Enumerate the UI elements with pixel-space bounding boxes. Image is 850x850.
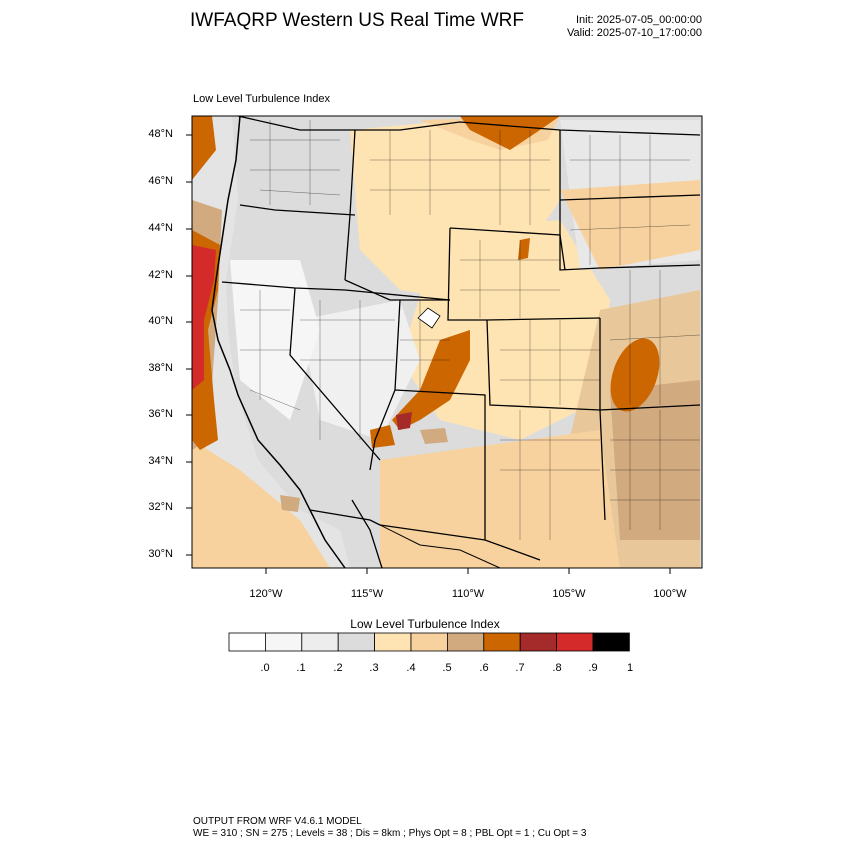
colorbar-swatch — [228, 632, 266, 652]
valid-time: Valid: 2025-07-10_17:00:00 — [567, 27, 702, 39]
colorbar-swatch — [410, 632, 448, 652]
lat-label: 48°N — [148, 128, 173, 140]
colorbar-swatch — [374, 632, 412, 652]
lat-label: 40°N — [148, 315, 173, 327]
plot-title: Low Level Turbulence Index — [193, 93, 330, 105]
coastline — [211, 115, 346, 569]
colorbar-swatch — [592, 632, 630, 652]
colorbar-tick: .4 — [406, 662, 416, 674]
lat-label: 42°N — [148, 269, 173, 281]
colorbar-swatch — [446, 632, 485, 652]
lon-label: 110°W — [451, 588, 485, 600]
lon-label: 120°W — [249, 588, 283, 600]
lat-label: 46°N — [148, 175, 173, 187]
colorbar-tick: .7 — [515, 662, 525, 674]
colorbar-swatch — [301, 632, 339, 652]
init-time: Init: 2025-07-05_00:00:00 — [576, 14, 702, 26]
colorbar-swatch — [264, 632, 303, 652]
axis-ticks — [186, 134, 671, 574]
colorbar-tick: .9 — [588, 662, 598, 674]
footer-config: WE = 310 ; SN = 275 ; Levels = 38 ; Dis … — [193, 828, 587, 839]
colorbar-tick: .8 — [552, 662, 562, 674]
lat-label: 44°N — [148, 222, 173, 234]
time-info: Init: 2025-07-05_00:00:00 Valid: 2025-07… — [567, 14, 702, 40]
colorbar-title: Low Level Turbulence Index — [350, 617, 500, 631]
map-frame — [191, 115, 703, 569]
colorbar-swatch — [519, 632, 558, 652]
colorbar-tick: .5 — [442, 662, 452, 674]
colorbar-swatch — [556, 632, 594, 652]
colorbar-swatch — [483, 632, 521, 652]
lon-label: 115°W — [350, 588, 384, 600]
county-boundaries — [240, 120, 701, 540]
colorbar-tick: .2 — [333, 662, 343, 674]
lat-label: 32°N — [148, 501, 173, 513]
great-salt-lake — [417, 307, 441, 329]
lon-label: 100°W — [653, 588, 687, 600]
colorbar-tick: 1 — [626, 662, 634, 674]
footer-model: OUTPUT FROM WRF V4.6.1 MODEL — [193, 816, 362, 827]
state-boundaries — [221, 116, 701, 561]
footer: OUTPUT FROM WRF V4.6.1 MODEL WE = 310 ; … — [193, 816, 586, 840]
colorbar-tick: .1 — [296, 662, 306, 674]
lat-label: 30°N — [148, 548, 173, 560]
turbulence-field — [192, 116, 702, 568]
lon-label: 105°W — [552, 588, 586, 600]
colorbar-swatch — [337, 632, 376, 652]
lat-label: 34°N — [148, 455, 173, 467]
colorbar-tick: .0 — [260, 662, 270, 674]
page-title: IWFAQRP Western US Real Time WRF — [190, 10, 524, 31]
colorbar — [228, 632, 630, 652]
lat-label: 36°N — [148, 408, 173, 420]
colorbar-tick: .6 — [479, 662, 489, 674]
lat-label: 38°N — [148, 362, 173, 374]
colorbar-tick: .3 — [369, 662, 379, 674]
